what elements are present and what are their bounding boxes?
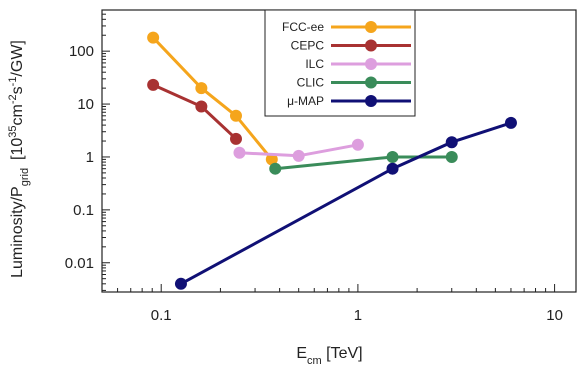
legend-swatch-marker (365, 40, 377, 52)
legend-label: CLIC (297, 76, 325, 90)
data-point (446, 136, 458, 148)
series-line (153, 38, 272, 160)
x-axis-title: Ecm [TeV] (296, 345, 362, 365)
data-point (387, 151, 399, 163)
series-line (153, 85, 236, 139)
x-tick-label: 0.1 (151, 307, 172, 324)
data-point (233, 147, 245, 159)
data-point (147, 79, 159, 91)
series-μ-MAP (175, 117, 517, 290)
y-tick-label: 0.01 (65, 255, 94, 272)
data-point (269, 163, 281, 175)
legend-label: ILC (305, 57, 324, 71)
data-point (352, 139, 364, 151)
data-point (446, 151, 458, 163)
data-point (387, 163, 399, 175)
y-tick-label: 1 (86, 149, 94, 166)
data-point (195, 100, 207, 112)
legend: FCC-ee CEPC ILC CLIC μ-MAP (265, 10, 415, 116)
data-point (230, 133, 242, 145)
legend-swatch-marker (365, 58, 377, 70)
data-point (175, 278, 187, 290)
data-point (230, 110, 242, 122)
y-tick-label: 100 (69, 43, 94, 60)
x-tick-label: 1 (354, 307, 362, 324)
data-point (505, 117, 517, 129)
x-tick-label: 10 (546, 307, 563, 324)
data-point (195, 82, 207, 94)
legend-label: μ-MAP (287, 94, 324, 108)
data-point (147, 32, 159, 44)
data-point (293, 150, 305, 162)
legend-swatch-marker (365, 95, 377, 107)
series-CEPC (147, 79, 242, 145)
series-FCC-ee (147, 32, 278, 166)
legend-swatch-marker (365, 77, 377, 89)
y-tick-label: 0.1 (73, 202, 94, 219)
legend-label: CEPC (291, 39, 325, 53)
y-tick-label: 10 (77, 96, 94, 113)
legend-label: FCC-ee (282, 20, 324, 34)
series-ILC (233, 139, 363, 162)
legend-swatch-marker (365, 21, 377, 33)
y-axis-title: Luminosity/Pgrid[1035cm-2s-1/GW] (7, 40, 31, 278)
